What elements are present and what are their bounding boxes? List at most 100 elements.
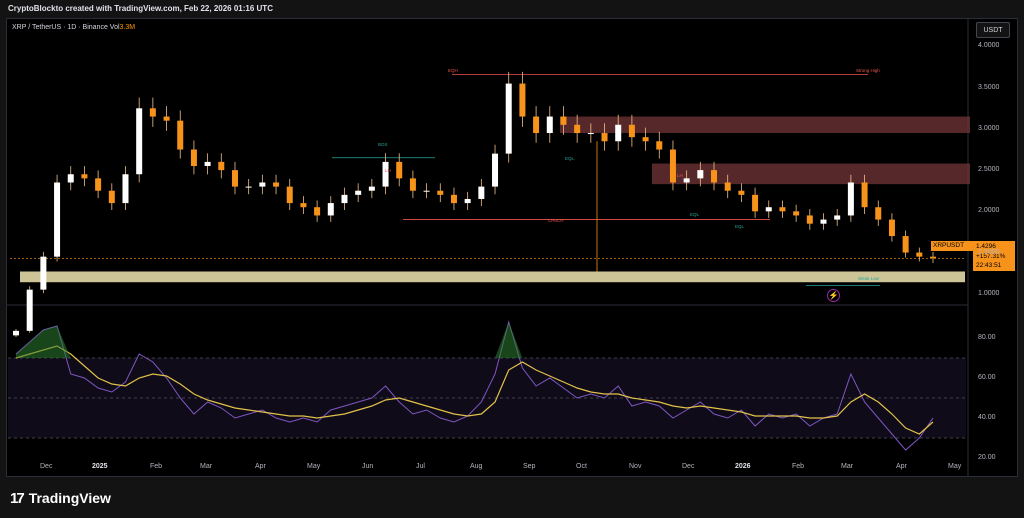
- price-tick-label: 3.0000: [978, 124, 1000, 132]
- time-tick-label: Dec: [40, 463, 53, 470]
- candle: [122, 174, 129, 204]
- lightning-icon[interactable]: ⚡: [827, 289, 840, 302]
- candle: [450, 194, 457, 204]
- header-text: CryptoBlockto created with TradingView.c…: [8, 4, 273, 13]
- time-tick-label: 2026: [735, 463, 751, 470]
- time-tick-label: Sep: [523, 463, 536, 470]
- candle: [902, 236, 909, 253]
- vol-value: 3.3M: [119, 24, 136, 31]
- time-tick-label: Apr: [896, 463, 907, 470]
- price-tag-price: 1.4296: [976, 243, 996, 250]
- rsi-overbought-fill: [16, 326, 71, 358]
- candle: [492, 153, 499, 187]
- candle: [656, 141, 663, 150]
- header-bar: CryptoBlockto created with TradingView.c…: [0, 0, 1024, 18]
- choch-label: CHoCH: [548, 218, 564, 223]
- time-tick-label: Apr: [255, 463, 266, 470]
- candle: [314, 207, 321, 216]
- price-tick-label: 3.5000: [978, 83, 1000, 91]
- candle: [464, 198, 471, 204]
- candle: [81, 174, 88, 179]
- price-tag-countdown: 22:43:51: [976, 262, 1002, 269]
- rsi-overbought-fill: [495, 322, 523, 358]
- price-tag-symbol: XRPUSDT: [931, 241, 973, 251]
- candle: [423, 190, 430, 192]
- price-tag: XRPUSDT 1.4296 +157.31% 22:43:51: [931, 241, 1015, 271]
- candle: [177, 120, 184, 150]
- candle: [642, 137, 649, 142]
- candle: [382, 161, 389, 187]
- candle: [560, 116, 567, 125]
- time-tick-label: Jun: [362, 463, 374, 470]
- demand-zone: [20, 271, 965, 283]
- candle: [40, 256, 47, 290]
- time-tick-label: May: [948, 463, 962, 470]
- chart-area[interactable]: [6, 18, 1018, 477]
- candle: [533, 116, 540, 134]
- price-tick-label: 1.0000: [978, 289, 1000, 297]
- candle: [190, 149, 197, 166]
- tradingview-mark-icon: 17: [10, 489, 25, 507]
- lh-label: LH: [385, 168, 391, 173]
- candle: [204, 161, 211, 166]
- candle: [26, 289, 33, 331]
- eqh-label: EQH: [448, 68, 458, 73]
- candle: [231, 170, 238, 187]
- symbol-name: XRP / TetherUS · 1D · Binance: [12, 24, 108, 31]
- rsi-tick-label: 80.00: [978, 334, 996, 341]
- time-tick-label: Oct: [576, 463, 587, 470]
- time-tick-label: Aug: [470, 463, 483, 470]
- candle: [396, 161, 403, 179]
- candle: [327, 203, 334, 216]
- tradingview-name: TradingView: [28, 490, 111, 506]
- vol-label: Vol: [109, 24, 120, 31]
- rsi-tick-label: 60.00: [978, 374, 996, 381]
- candle: [847, 182, 854, 216]
- candle: [806, 215, 813, 224]
- candle: [765, 207, 772, 212]
- candle: [793, 211, 800, 216]
- candle: [368, 186, 375, 191]
- price-tag-box: 1.4296 +157.31% 22:43:51: [973, 241, 1015, 271]
- candle: [574, 124, 581, 134]
- candle: [355, 190, 362, 195]
- rsi-ma-line: [15, 345, 934, 435]
- rsi-band: [8, 358, 966, 438]
- candle: [888, 219, 895, 237]
- currency-button[interactable]: USDT: [976, 22, 1010, 38]
- price-tick-label: 1.5000: [978, 248, 1000, 256]
- candle: [108, 190, 115, 204]
- candle: [711, 170, 718, 183]
- candle: [286, 186, 293, 204]
- candle: [628, 124, 635, 138]
- eql-label: EQL: [565, 156, 575, 161]
- tradingview-logo[interactable]: 17 TradingView: [10, 489, 111, 507]
- candle: [779, 207, 786, 212]
- time-tick-label: Mar: [841, 463, 854, 470]
- bos-label: BOS: [378, 142, 388, 147]
- candle: [724, 182, 731, 191]
- time-tick-label: 2025: [92, 463, 108, 470]
- candle: [259, 182, 266, 187]
- time-tick-label: Feb: [792, 463, 805, 470]
- candle: [478, 186, 485, 199]
- supply-zone-2: [652, 163, 970, 185]
- candle: [697, 170, 704, 179]
- candle: [916, 252, 923, 257]
- candle: [437, 190, 444, 195]
- candle: [587, 133, 594, 135]
- candle: [546, 116, 553, 134]
- rsi-line: [15, 320, 934, 451]
- time-tick-label: Mar: [200, 463, 213, 470]
- candle: [820, 219, 827, 224]
- time-tick-label: Dec: [682, 463, 695, 470]
- eql-label-2: EQL: [690, 212, 700, 217]
- strong-high-label: Strong High: [856, 68, 880, 73]
- price-tag-change: +157.31%: [976, 252, 1006, 260]
- candle: [95, 178, 102, 191]
- candle: [409, 178, 416, 191]
- candle: [136, 108, 143, 175]
- candle: [519, 83, 526, 117]
- time-tick-label: Nov: [629, 463, 642, 470]
